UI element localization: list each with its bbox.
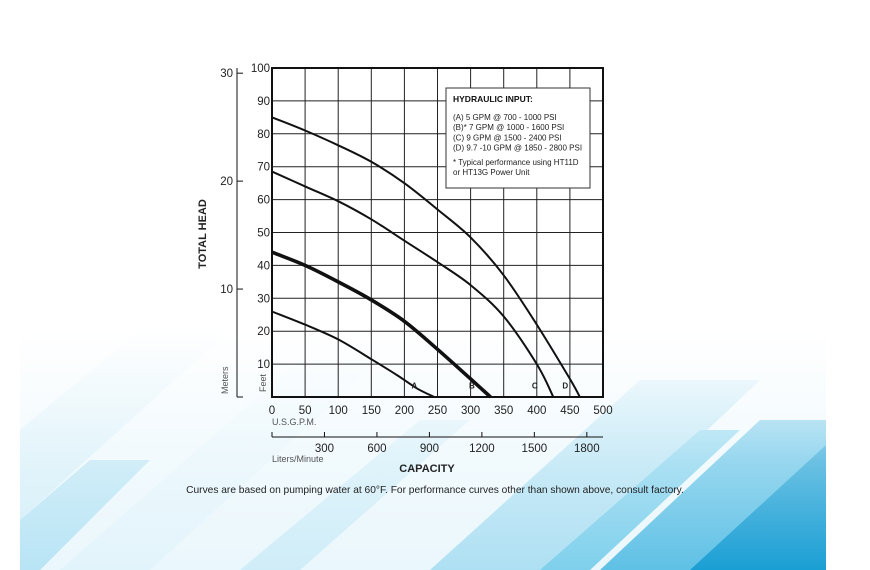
y-tick-labels: 10 20 30 40 50 60 70 80 90 100 bbox=[251, 63, 270, 371]
y-tick-label: 30 bbox=[257, 293, 270, 305]
legend-line: (B)* 7 GPM @ 1000 - 1600 PSI bbox=[453, 123, 564, 132]
y-tick-label: 90 bbox=[257, 96, 270, 108]
plot-frame bbox=[271, 67, 604, 398]
liters-tick-label: 300 bbox=[315, 443, 334, 455]
legend-line: (C) 9 GPM @ 1500 - 2400 PSI bbox=[453, 133, 562, 142]
curve-c bbox=[271, 170, 555, 398]
x-tick-label: 250 bbox=[428, 405, 447, 417]
curve-b bbox=[271, 250, 492, 399]
curve-a bbox=[271, 310, 435, 398]
x-tick-label: 350 bbox=[494, 405, 513, 417]
y-tick-label: 50 bbox=[257, 228, 270, 240]
x-tick-label: 400 bbox=[527, 405, 546, 417]
meters-tick-label: 30 bbox=[220, 68, 233, 80]
x-tick-labels: 0 50 100 150 200 250 300 350 400 450 500 bbox=[269, 405, 613, 417]
y-tick-label: 60 bbox=[257, 195, 270, 207]
legend-line: * Typical performance using HT11D bbox=[453, 158, 579, 167]
x-tick-label: 300 bbox=[461, 405, 480, 417]
legend-frame bbox=[445, 87, 591, 189]
y-tick-label: 100 bbox=[251, 63, 270, 75]
legend-line: (D) 9.7 -10 GPM @ 1850 - 2800 PSI bbox=[453, 144, 582, 153]
meters-tick-label: 20 bbox=[220, 176, 233, 188]
curve-label-a: A bbox=[411, 381, 417, 390]
x-tick-label: 450 bbox=[560, 405, 579, 417]
y-tick-label: 20 bbox=[257, 326, 270, 338]
meters-tick-label: 10 bbox=[220, 284, 233, 296]
y-tick-label: 80 bbox=[257, 129, 270, 141]
x-tick-label: 100 bbox=[329, 405, 348, 417]
unit-meters: Meters bbox=[220, 366, 230, 394]
liters-tick-label: 1200 bbox=[469, 443, 495, 455]
legend-box: HYDRAULIC INPUT: (A) 5 GPM @ 700 - 1000 … bbox=[445, 87, 591, 189]
unit-liters-per-minute: Liters/Minute bbox=[272, 454, 324, 464]
liters-tick-label: 1800 bbox=[574, 443, 600, 455]
liters-tick-label: 1500 bbox=[522, 443, 548, 455]
curve-label-d: D bbox=[562, 381, 568, 390]
x-tick-label: 50 bbox=[299, 405, 312, 417]
legend-line: (A) 5 GPM @ 700 - 1000 PSI bbox=[453, 113, 557, 122]
x-tick-label: 150 bbox=[362, 405, 381, 417]
curves bbox=[271, 116, 581, 399]
curve-d bbox=[271, 116, 581, 398]
unit-feet: Feet bbox=[258, 373, 268, 392]
x-axis-title: CAPACITY bbox=[399, 463, 455, 475]
curve-label-b: B bbox=[469, 381, 475, 390]
x-tick-label: 200 bbox=[395, 405, 414, 417]
legend-title: HYDRAULIC INPUT: bbox=[453, 94, 533, 104]
meters-axis: 10 20 30 bbox=[220, 68, 243, 398]
x-tick-label: 500 bbox=[593, 405, 612, 417]
liters-axis: 300 600 900 1200 1500 1800 bbox=[271, 432, 603, 455]
curve-labels: A B C D bbox=[411, 381, 568, 390]
y-tick-label: 10 bbox=[257, 359, 270, 371]
unit-usgpm: U.S.G.P.M. bbox=[272, 417, 316, 427]
legend-line: or HT13G Power Unit bbox=[453, 168, 530, 177]
x-tick-label: 0 bbox=[269, 405, 275, 417]
y-tick-label: 70 bbox=[257, 162, 270, 174]
footnote: Curves are based on pumping water at 60°… bbox=[186, 485, 684, 496]
y-tick-label: 40 bbox=[257, 260, 270, 272]
liters-tick-label: 900 bbox=[420, 443, 439, 455]
y-axis-title: TOTAL HEAD bbox=[197, 199, 209, 269]
curve-label-c: C bbox=[532, 381, 538, 390]
liters-tick-label: 600 bbox=[367, 443, 386, 455]
